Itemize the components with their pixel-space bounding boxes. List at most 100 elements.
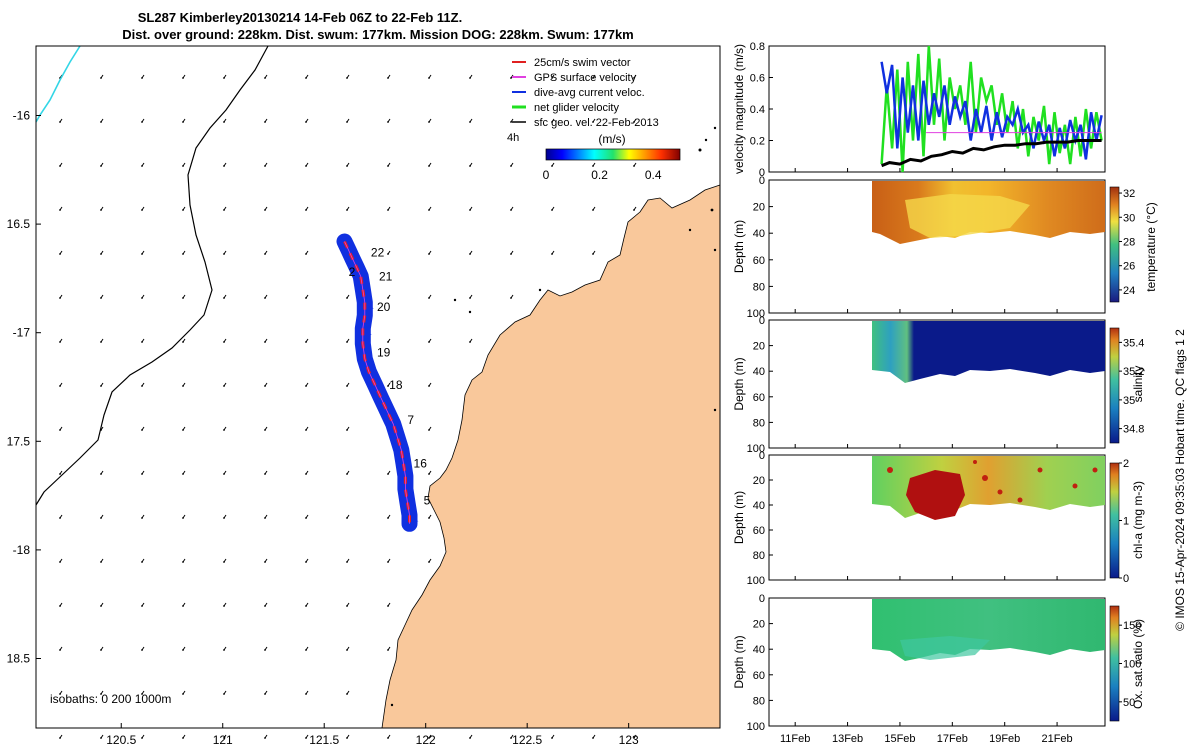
geo-arrow [305, 734, 309, 739]
geo-arrow [141, 74, 145, 79]
velocity-y-tick-label: 0.4 [750, 104, 765, 116]
salinity-colorbar [1109, 327, 1120, 444]
geo-arrow [100, 206, 104, 211]
depth-y-tick-label: 60 [753, 255, 765, 267]
geo-arrow [387, 734, 391, 739]
oxygen-colorbar-label: Ox. sat. ratio (%) [1131, 619, 1145, 709]
legend-label-gps: GPS surface velocity [534, 72, 637, 84]
geo-arrow [264, 514, 268, 519]
map-y-tick-label: 17.5 [7, 434, 31, 448]
geo-arrow [59, 250, 63, 255]
velocity-y-tick-label: 0.2 [750, 136, 765, 148]
geo-arrow [346, 734, 350, 739]
current-vector [345, 258, 362, 268]
colorbar-label: (m/s) [598, 132, 625, 146]
geo-arrow [59, 118, 63, 123]
day-label: 20 [377, 300, 391, 314]
isobaths-label: isobaths: 0 200 1000m [50, 692, 171, 706]
gps-surface-velocity [344, 241, 410, 524]
geo-arrow [182, 118, 186, 123]
day-label: 5 [424, 493, 431, 507]
colorbar-tick-label: 30 [1123, 212, 1135, 224]
depth-y-label: Depth (m) [732, 220, 746, 273]
day-label: 22 [371, 246, 385, 260]
map-x-tick-label: 121.5 [309, 733, 339, 747]
geo-arrow [182, 206, 186, 211]
geo-arrow [633, 118, 637, 123]
time-x-tick-label: 21Feb [1041, 733, 1072, 745]
legend-label-sfc-geo: sfc geo. vel. 22-Feb-2013 [534, 117, 659, 129]
geo-arrow [305, 118, 309, 123]
geo-arrow [551, 734, 555, 739]
geo-arrow [592, 118, 596, 123]
depth-y-tick-label: 0 [759, 175, 765, 187]
geo-arrow [223, 602, 227, 607]
velocity-y-tick-label: 0.8 [750, 41, 765, 53]
geo-arrow [141, 338, 145, 343]
geo-arrow [428, 338, 432, 343]
geo-arrow [387, 206, 391, 211]
geo-arrow [182, 426, 186, 431]
geo-arrow [141, 250, 145, 255]
geo-arrow [469, 250, 473, 255]
geo-arrow [100, 294, 104, 299]
geo-arrow [182, 690, 186, 695]
coastline-offshore [35, 45, 269, 506]
geo-arrow [100, 118, 104, 123]
geo-arrow [59, 690, 63, 695]
depth-y-tick-label: 80 [753, 417, 765, 429]
time-x-tick-label: 11Feb [780, 733, 810, 745]
geo-arrow [469, 74, 473, 79]
geo-arrow [59, 338, 63, 343]
glider-track [336, 233, 419, 532]
geo-arrow [59, 206, 63, 211]
geo-arrow [264, 250, 268, 255]
geo-arrow [428, 74, 432, 79]
geo-arrow [387, 558, 391, 563]
geo-arrow [387, 118, 391, 123]
geo-arrow [59, 734, 63, 739]
geo-arrow [428, 250, 432, 255]
geo-arrow [551, 250, 555, 255]
geo-arrow [469, 118, 473, 123]
geo-arrow [182, 250, 186, 255]
geo-arrow [346, 74, 350, 79]
geo-arrow [387, 602, 391, 607]
legend-label-swim: 25cm/s swim vector [534, 57, 631, 69]
depth-y-tick-label: 40 [753, 500, 765, 512]
geo-arrow [141, 426, 145, 431]
colorbar-tick-label: 150 [1123, 620, 1141, 632]
geo-arrow [59, 646, 63, 651]
colorbar-tick-label: 35 [1123, 395, 1135, 407]
geo-arrow [141, 162, 145, 167]
geo-arrow [182, 338, 186, 343]
colorbar-tick-label: 0 [1123, 573, 1129, 585]
map-x-tick-label: 122 [416, 733, 436, 747]
geo-arrow [469, 162, 473, 167]
geo-arrow [346, 470, 350, 475]
geo-arrow [264, 602, 268, 607]
geo-arrow [346, 382, 350, 387]
geo-arrow [305, 470, 309, 475]
geo-arrow [223, 382, 227, 387]
colorbar-tick-label: 1 [1123, 516, 1129, 528]
geo-arrow [305, 250, 309, 255]
time-x-tick-label: 15Feb [884, 733, 915, 745]
geo-arrow [592, 206, 596, 211]
map-x-tick-label: 120.5 [106, 733, 136, 747]
map-colorbar-tick-label: 0.4 [645, 168, 662, 182]
geo-arrow [223, 338, 227, 343]
colorbar-tick-label: 26 [1123, 261, 1135, 273]
legend-label-current: dive-avg current veloc. [534, 87, 645, 99]
geo-arrow [592, 250, 596, 255]
geo-arrow [141, 294, 145, 299]
map-y-tick-label: -18 [13, 543, 31, 557]
geo-arrow [510, 206, 514, 211]
geo-arrow [264, 338, 268, 343]
geo-arrow [223, 162, 227, 167]
depth-y-tick-label: 80 [753, 695, 765, 707]
map-colorbar [545, 148, 681, 161]
map-colorbar-tick-label: 0 [543, 168, 550, 182]
